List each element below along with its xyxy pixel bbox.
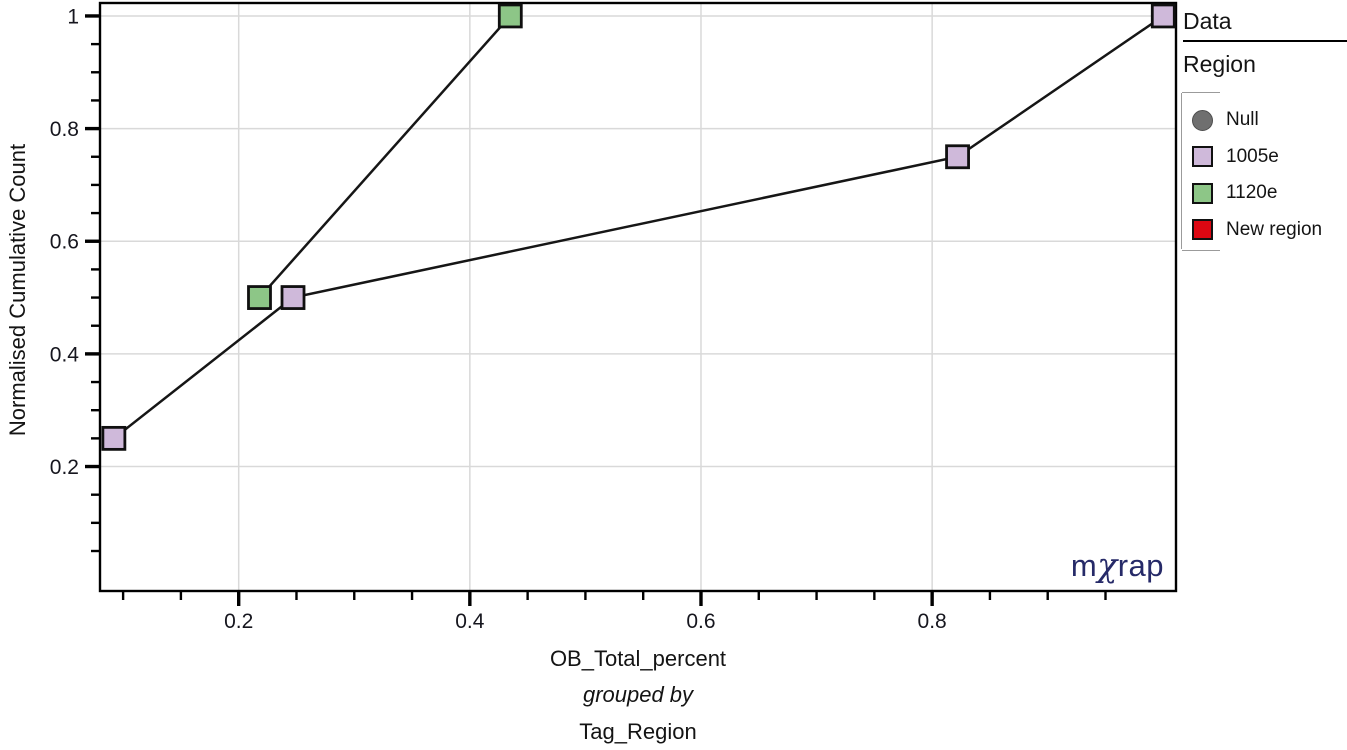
data-point-marker-1005e[interactable] xyxy=(1150,3,1176,29)
legend-item-label: Null xyxy=(1226,109,1259,131)
legend-item-new-region[interactable]: New region xyxy=(1182,212,1341,249)
data-point-marker-1005e[interactable] xyxy=(280,285,306,310)
legend-panel: Data Region Null 1005e 1120e New region xyxy=(1181,0,1347,300)
legend-item-label: 1120e xyxy=(1226,182,1278,204)
x-axis-title-group-field: Tag_Region xyxy=(579,719,696,744)
x-tick-label: 0.8 xyxy=(918,610,947,633)
x-tick-label: 0.2 xyxy=(224,610,253,633)
circle-swatch-icon[interactable] xyxy=(1192,109,1213,131)
data-point-marker-1120e[interactable] xyxy=(247,285,272,310)
legend-title: Data xyxy=(1183,8,1232,34)
y-tick-label: 0.6 xyxy=(50,231,79,254)
square-swatch-icon[interactable] xyxy=(1192,146,1213,168)
y-tick-label: 0.2 xyxy=(50,456,79,479)
series-line-1120e xyxy=(258,15,512,299)
legend-group-title: Region xyxy=(1183,51,1256,77)
mxrap-logo-m: m xyxy=(1070,548,1098,583)
square-swatch-icon[interactable] xyxy=(1192,219,1213,241)
mxrap-logo: mχrap xyxy=(1071,545,1164,584)
legend-item-label: 1005e xyxy=(1226,145,1279,167)
legend-title-divider xyxy=(1183,40,1347,42)
square-swatch-icon[interactable] xyxy=(1192,182,1213,204)
y-tick-label: 0.8 xyxy=(50,118,79,141)
legend-item-label: New region xyxy=(1226,218,1323,240)
y-axis-title: Normalised Cumulative Count xyxy=(5,144,30,436)
data-point-marker-1120e[interactable] xyxy=(497,3,523,29)
x-tick-label: 0.4 xyxy=(455,610,485,633)
y-tick-label: 1 xyxy=(67,5,79,28)
legend-item-null[interactable]: Null xyxy=(1182,102,1341,139)
x-axis-title: OB_Total_percent xyxy=(550,646,726,671)
legend-item-list: Null 1005e 1120e New region xyxy=(1181,91,1341,251)
legend-item-1005e[interactable]: 1005e xyxy=(1182,139,1341,176)
x-tick-label: 0.6 xyxy=(686,610,715,633)
y-tick-label: 0.4 xyxy=(50,343,80,366)
x-axis-title-grouped-by: grouped by xyxy=(583,682,695,707)
mxrap-logo-rap: rap xyxy=(1117,548,1164,583)
series-line-1005e xyxy=(113,14,1164,440)
data-point-marker-1005e[interactable] xyxy=(101,425,127,451)
mxrap-logo-chi: χ xyxy=(1097,545,1118,584)
data-point-marker-1005e[interactable] xyxy=(945,144,970,170)
plot-border xyxy=(98,1,1178,593)
legend-item-1120e[interactable]: 1120e xyxy=(1182,175,1341,212)
